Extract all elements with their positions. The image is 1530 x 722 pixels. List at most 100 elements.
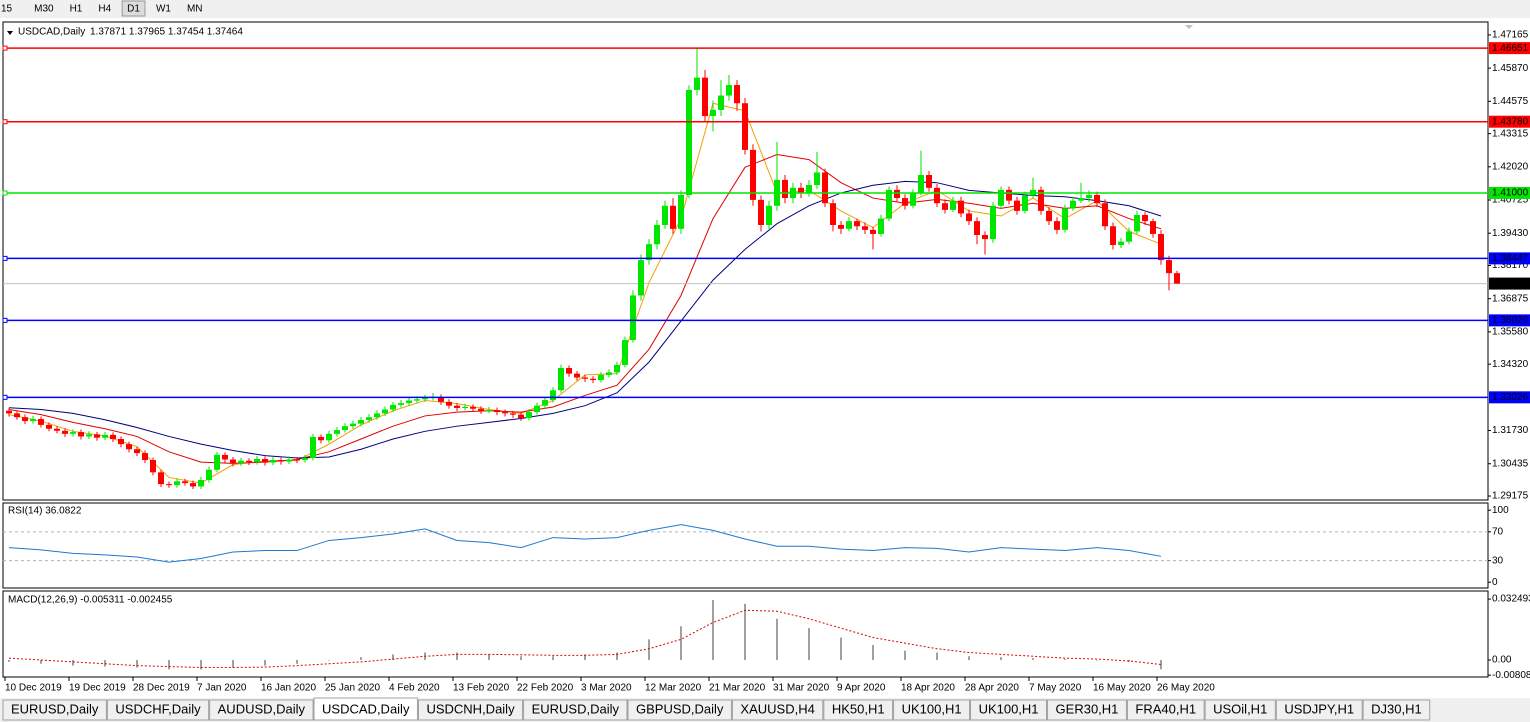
candle-body xyxy=(1070,200,1076,209)
timeframe-button[interactable]: MN xyxy=(181,1,208,16)
candle-body xyxy=(182,481,188,484)
chart-tab[interactable]: EURUSD,Daily xyxy=(2,699,107,721)
candle-body xyxy=(918,175,924,193)
candle-body xyxy=(966,213,972,222)
candle-body xyxy=(30,419,36,422)
tab-label: USOil,H1 xyxy=(1213,701,1267,716)
ohlc-text: 1.37871 1.37965 1.37454 1.37464 xyxy=(90,27,243,38)
candle-body xyxy=(838,224,844,229)
chart-tab[interactable]: USDCNH,Daily xyxy=(417,699,524,721)
candle-body xyxy=(214,454,220,470)
macd-bar xyxy=(616,652,618,661)
chart-tab[interactable]: FRA40,H1 xyxy=(1126,699,1205,721)
candle-body xyxy=(1046,210,1052,222)
level-anchor xyxy=(2,119,8,125)
y-tick-label: 1.34320 xyxy=(1492,359,1529,370)
candle-body xyxy=(1126,231,1132,242)
candle-body xyxy=(470,406,476,409)
macd-bar xyxy=(680,626,682,661)
tab-face xyxy=(1275,699,1363,721)
candle-body xyxy=(926,175,932,188)
candle-body xyxy=(582,377,588,379)
candle-body xyxy=(734,85,740,104)
timeframe-button[interactable]: 15 xyxy=(1,1,24,16)
candle-body xyxy=(702,77,708,117)
macd-bar xyxy=(1000,657,1002,661)
chart-tab[interactable]: GBPUSD,Daily xyxy=(627,699,732,721)
macd-bar xyxy=(904,650,906,661)
tab-label: UK100,H1 xyxy=(979,701,1039,716)
chart-tab[interactable]: USOil,H1 xyxy=(1204,699,1276,721)
candle-body xyxy=(342,426,348,431)
chart-tab[interactable]: USDCAD,Daily xyxy=(313,697,418,721)
chart-tab[interactable]: GER30,H1 xyxy=(1047,699,1127,721)
rsi-title: RSI(14) 36.0822 xyxy=(8,506,82,517)
timeframe-button[interactable]: H1 xyxy=(64,1,88,16)
chart-tab[interactable]: AUDUSD,Daily xyxy=(209,699,314,721)
tab-face xyxy=(1047,699,1127,721)
x-tick-label: 10 Dec 2019 xyxy=(5,683,62,694)
candle-body xyxy=(46,424,52,429)
candle-body xyxy=(22,417,28,422)
timeframe-label: H1 xyxy=(70,4,83,15)
candle-body xyxy=(854,221,860,227)
macd-bar xyxy=(200,660,202,670)
candle-body xyxy=(1166,260,1172,274)
tab-face xyxy=(209,699,314,721)
candle-body xyxy=(358,420,364,424)
tab-label: DJ30,H1 xyxy=(1371,701,1422,716)
candle-body xyxy=(134,449,140,454)
macd-bar xyxy=(1032,658,1034,661)
candle-body xyxy=(366,417,372,421)
candle-body xyxy=(494,410,500,413)
timeframe-button[interactable]: D1 xyxy=(121,0,146,17)
chart-tab[interactable]: EURUSD,Daily xyxy=(523,699,628,721)
chart-tab[interactable]: UK100,H1 xyxy=(970,699,1048,721)
chart-tab[interactable]: UK100,H1 xyxy=(893,699,971,721)
candle-body xyxy=(246,460,252,463)
chart-tab[interactable]: HK50,H1 xyxy=(823,699,894,721)
tab-face xyxy=(823,699,894,721)
candle-body xyxy=(6,410,12,414)
timeframe-button[interactable]: M30 xyxy=(29,1,59,16)
chart-tab[interactable]: USDCHF,Daily xyxy=(106,699,210,721)
chart-title: USDCAD,Daily xyxy=(18,27,85,38)
candle-body xyxy=(1174,273,1180,284)
candle-body xyxy=(262,458,268,463)
candle-body xyxy=(518,414,524,418)
timeframe-button[interactable]: H4 xyxy=(93,1,117,16)
macd-bar xyxy=(40,660,42,664)
candle-body xyxy=(814,172,820,186)
candle-body xyxy=(590,378,596,381)
macd-bar xyxy=(968,656,970,661)
tab-label: FRA40,H1 xyxy=(1135,701,1196,716)
candle-body xyxy=(862,226,868,230)
candle-body xyxy=(806,185,812,193)
tab-label: GER30,H1 xyxy=(1056,701,1119,716)
candle-body xyxy=(238,460,244,464)
chart-tab[interactable]: XAUUSD,H4 xyxy=(731,699,824,721)
main-panel xyxy=(2,21,1489,501)
candle-body xyxy=(598,374,604,381)
timeframe-button[interactable]: W1 xyxy=(150,1,176,16)
candle-body xyxy=(726,85,732,96)
candle-body xyxy=(478,408,484,411)
tab-face xyxy=(523,699,628,721)
button-face xyxy=(181,1,208,16)
candle-body xyxy=(870,229,876,234)
candle-body xyxy=(830,203,836,225)
chart-tab[interactable]: USDJPY,H1 xyxy=(1275,699,1363,721)
candle-body xyxy=(502,412,508,414)
current-price-box xyxy=(1489,277,1530,290)
button-face xyxy=(29,1,59,16)
candle-body xyxy=(1134,214,1140,232)
candle-body xyxy=(254,458,260,463)
candle-body xyxy=(894,189,900,199)
chart-tab[interactable]: DJ30,H1 xyxy=(1362,699,1431,721)
x-tick-label: 9 Apr 2020 xyxy=(837,683,886,694)
candle-body xyxy=(982,234,988,240)
tab-face xyxy=(1362,699,1431,721)
candle-body xyxy=(286,459,292,462)
candle-body xyxy=(398,403,404,405)
